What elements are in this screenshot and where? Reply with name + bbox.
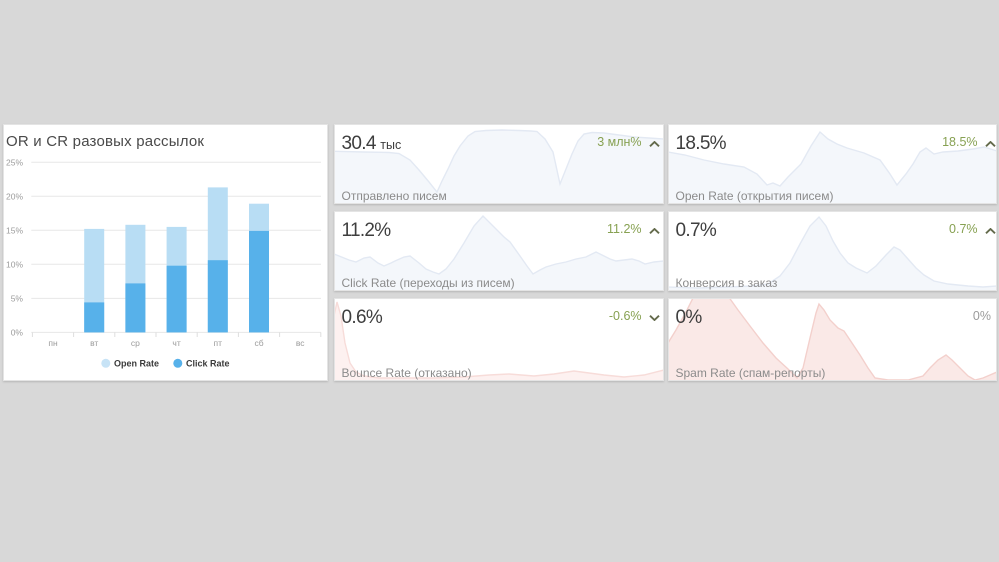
svg-text:15%: 15% xyxy=(6,226,23,236)
svg-text:20%: 20% xyxy=(6,192,23,202)
svg-text:ср: ср xyxy=(131,338,140,348)
svg-text:10%: 10% xyxy=(6,260,23,270)
svg-text:25%: 25% xyxy=(6,158,23,168)
svg-text:Click Rate: Click Rate xyxy=(186,359,230,369)
svg-text:вт: вт xyxy=(90,338,98,348)
svg-text:чт: чт xyxy=(172,338,180,348)
svg-text:Open Rate: Open Rate xyxy=(114,359,159,369)
svg-text:5%: 5% xyxy=(11,294,24,304)
svg-text:пт: пт xyxy=(214,338,223,348)
svg-text:вс: вс xyxy=(296,338,305,348)
svg-text:сб: сб xyxy=(254,338,263,348)
svg-text:0%: 0% xyxy=(11,328,24,338)
svg-text:пн: пн xyxy=(48,338,58,348)
